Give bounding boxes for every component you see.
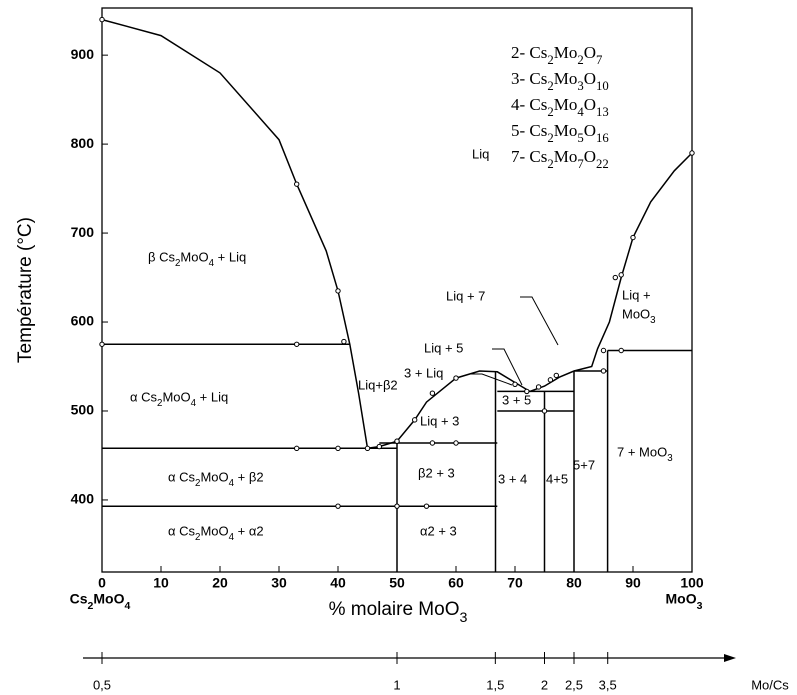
phase-boundary: [101, 18, 369, 449]
ratio-axis-label: Mo/Cs: [751, 677, 789, 692]
y-axis-label: Température (°C): [15, 217, 36, 363]
region-label: β2 + 3: [418, 465, 455, 480]
region-label: α2 + 3: [420, 523, 457, 538]
x-tick-label: 30: [271, 575, 287, 591]
x-end-label: Cs2MoO4: [70, 591, 131, 612]
region-label: Liq + 5: [424, 340, 463, 355]
region-label: α Cs2MoO4 + α2: [168, 523, 264, 543]
x-axis-label: % molaire MoO3: [329, 599, 468, 626]
data-point: [535, 384, 542, 390]
x-end-label: MoO3: [666, 591, 703, 612]
data-point: [630, 234, 636, 241]
region-label: MoO3: [622, 306, 656, 326]
compound-label: 3- Cs2Mo3O10: [511, 69, 609, 93]
data-point: [412, 417, 418, 423]
y-tick-label: 800: [71, 135, 95, 151]
region-label: 4+5: [546, 471, 568, 486]
data-point: [335, 288, 341, 294]
x-tick-label: 70: [507, 575, 523, 591]
data-point: [689, 150, 695, 156]
data-point: [512, 381, 518, 387]
region-label: 3 + 4: [498, 471, 527, 486]
region-label: α Cs2MoO4 + Liq: [130, 389, 228, 409]
region-label: 3 + Liq: [404, 365, 443, 380]
data-point: [429, 440, 436, 446]
compound-label: 2- Cs2Mo2O7: [511, 43, 602, 67]
data-point: [618, 272, 624, 278]
ratio-tick-label: 1: [393, 677, 400, 692]
region-label: α Cs2MoO4 + β2: [168, 469, 264, 489]
ratio-tick-label: 0,5: [93, 677, 111, 692]
region-label: Liq+β2: [358, 377, 398, 392]
region-label: Liq +: [622, 287, 651, 302]
x-tick-label: 10: [153, 575, 169, 591]
data-point: [429, 390, 436, 396]
compound-label: 5- Cs2Mo5O16: [511, 121, 609, 145]
data-point: [524, 388, 530, 395]
data-point: [618, 347, 624, 354]
data-point: [600, 347, 607, 354]
data-point: [294, 445, 300, 452]
ratio-tick-label: 2: [541, 677, 548, 692]
data-point: [376, 443, 382, 450]
phase-boundary: [529, 152, 693, 393]
data-point: [453, 375, 459, 381]
data-point: [341, 338, 347, 345]
y-tick-label: 600: [71, 313, 95, 329]
data-point: [541, 408, 548, 414]
data-point: [423, 503, 430, 509]
x-tick-label: 40: [330, 575, 346, 591]
y-tick-label: 700: [71, 224, 95, 240]
data-point: [453, 440, 459, 446]
data-point: [600, 368, 607, 374]
data-point: [335, 503, 341, 509]
y-tick-label: 900: [71, 46, 95, 62]
x-tick-label: 60: [448, 575, 464, 591]
data-point: [612, 274, 618, 281]
phase-boundary: [367, 370, 531, 450]
leader-line: [520, 296, 559, 346]
x-tick-label: 100: [680, 575, 704, 591]
x-tick-label: 50: [389, 575, 405, 591]
leader-line: [492, 348, 523, 386]
ratio-tick-label: 2,5: [565, 677, 583, 692]
region-label: Liq + 3: [420, 413, 459, 428]
x-tick-label: 0: [98, 575, 106, 591]
data-point: [394, 503, 400, 509]
region-label: Liq + 7: [446, 288, 485, 303]
region-label: 3 + 5: [502, 392, 531, 407]
data-point: [99, 16, 105, 23]
compound-label: 4- Cs2Mo4O13: [511, 95, 609, 119]
region-label: 7 + MoO3: [617, 444, 673, 464]
region-label: 5+7: [573, 457, 595, 472]
ratio-tick-label: 3,5: [599, 677, 617, 692]
data-point: [99, 341, 105, 347]
data-point: [394, 438, 400, 444]
y-tick-label: 500: [71, 402, 95, 418]
data-point: [547, 377, 554, 383]
ratio-tick-label: 1,5: [486, 677, 504, 692]
y-tick-label: 400: [71, 491, 95, 507]
data-point: [553, 372, 559, 379]
x-tick-label: 80: [566, 575, 582, 591]
ratio-axis-arrow: [724, 654, 736, 662]
region-label: Liq: [472, 146, 489, 161]
region-label: β Cs2MoO4 + Liq: [148, 249, 246, 269]
data-point: [294, 181, 300, 187]
data-point: [364, 445, 371, 452]
compound-label: 7- Cs2Mo7O22: [511, 147, 609, 171]
data-point: [294, 341, 300, 347]
x-tick-label: 20: [212, 575, 228, 591]
data-point: [335, 445, 341, 452]
leader-line: [470, 373, 513, 386]
x-tick-label: 90: [625, 575, 641, 591]
